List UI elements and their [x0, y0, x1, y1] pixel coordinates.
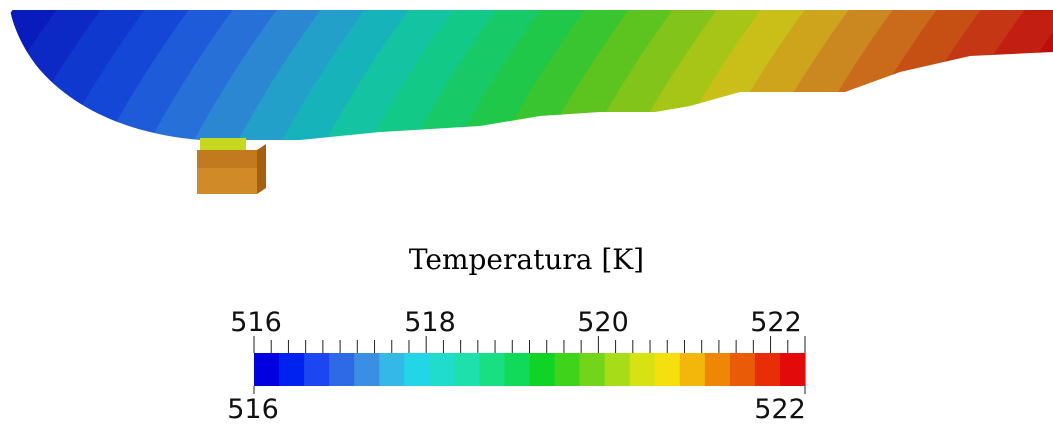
colorbar-segment	[604, 353, 631, 386]
colorbar-segment	[554, 353, 581, 386]
colorbar-segment	[779, 353, 806, 386]
plume-band	[360, 10, 505, 140]
plume-band	[140, 10, 285, 140]
legend-colorbar	[254, 353, 806, 386]
legend-top-label-522: 522	[750, 307, 802, 338]
colorbar-segment	[679, 353, 706, 386]
colorbar-segment	[729, 353, 756, 386]
plume-band	[404, 10, 549, 140]
legend-bottom-label-516: 516	[227, 394, 279, 425]
colorbar-segment	[329, 353, 355, 386]
legend-ticks	[253, 336, 806, 394]
legend-top-label-518: 518	[404, 307, 456, 338]
legend-bottom-label-522: 522	[754, 394, 806, 425]
block-connector	[200, 138, 246, 152]
colorbar-segment	[654, 353, 681, 386]
plume-band	[316, 10, 461, 140]
colorbar-segment	[754, 353, 781, 386]
colorbar-segment	[504, 353, 531, 386]
plume-band	[96, 10, 241, 140]
colorbar-segment	[579, 353, 606, 386]
colorbar-segment	[354, 353, 380, 386]
plume-contour-bands	[10, 10, 1053, 140]
colorbar-segment	[279, 353, 305, 386]
colorbar-segment	[429, 353, 455, 386]
colorbar-segment	[454, 353, 481, 386]
colorbar-segment	[304, 353, 330, 386]
colorbar-segment	[379, 353, 405, 386]
plume-band	[272, 10, 417, 140]
colorbar-segment	[254, 353, 280, 386]
plume-band	[228, 10, 373, 140]
block-shade	[197, 168, 257, 194]
plume-band	[184, 10, 329, 140]
colorbar-segment	[404, 353, 430, 386]
heat-source-block	[197, 138, 266, 194]
colorbar-segment	[479, 353, 506, 386]
legend-title: Temperatura [K]	[408, 243, 645, 276]
legend-top-label-520: 520	[577, 307, 629, 338]
legend-top-label-516: 516	[230, 307, 282, 338]
block-side-face	[257, 144, 266, 194]
colorbar-segment	[704, 353, 731, 386]
colorbar-segment	[529, 353, 556, 386]
colorbar-segment	[629, 353, 656, 386]
plume-band	[10, 10, 65, 140]
plume-band	[448, 10, 593, 140]
